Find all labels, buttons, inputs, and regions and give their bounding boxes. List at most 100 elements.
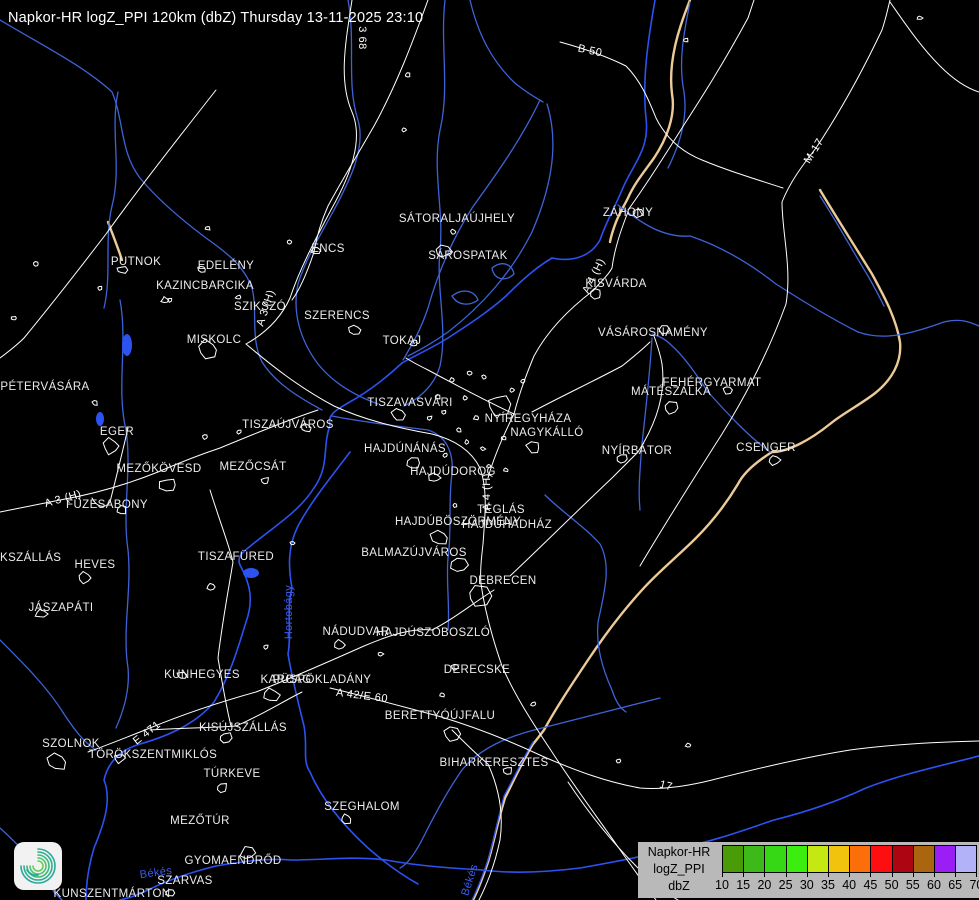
town-outline (590, 288, 601, 300)
town-outline (472, 415, 480, 421)
legend-tick-mark (828, 872, 829, 877)
town-outline (452, 502, 458, 508)
legend-tick-label: 60 (927, 878, 941, 892)
legend-tick-mark (955, 872, 957, 877)
town-outline (239, 845, 257, 859)
town-outline (300, 422, 312, 433)
town-outline (529, 701, 537, 707)
town-outline (197, 265, 206, 273)
town-outline (481, 374, 487, 380)
town-outline (442, 452, 448, 458)
town-outline (263, 687, 281, 702)
town-outline (450, 663, 460, 672)
town-outline (32, 261, 39, 267)
legend-unit: dbZ (668, 879, 690, 893)
legend-color-cell (744, 846, 766, 872)
town-outline (429, 529, 448, 545)
town-outline (219, 732, 233, 744)
town-outline (158, 478, 176, 492)
legend-tick-label: 25 (778, 878, 793, 892)
town-outline (204, 226, 211, 231)
town-outline (341, 813, 352, 825)
legend-color-cell (850, 846, 872, 872)
town-outline (201, 434, 208, 441)
legend-color-cell (723, 846, 745, 872)
town-outline (166, 297, 173, 303)
town-outline (509, 387, 516, 393)
town-outline (479, 446, 487, 452)
town-outline (234, 294, 242, 300)
town-outline (502, 767, 512, 775)
town-outline (426, 415, 433, 421)
town-outline (236, 429, 242, 435)
town-outline (406, 457, 421, 469)
town-outline (450, 228, 457, 235)
town-outline (263, 644, 269, 650)
town-outline (768, 455, 782, 467)
town-outline (683, 37, 689, 43)
legend-tick-mark (743, 872, 745, 877)
town-outline (390, 408, 406, 421)
town-outline (916, 15, 924, 20)
legend-tick-mark (722, 872, 723, 877)
legend-tick-label: 65 (948, 878, 963, 892)
dbz-color-strip (722, 845, 978, 873)
town-outline (428, 472, 442, 482)
town-outline (401, 127, 408, 133)
town-outline (632, 208, 645, 219)
legend-product-name: logZ_PPI (653, 862, 705, 876)
town-outline (160, 295, 170, 304)
town-outline (464, 438, 470, 445)
town-outline (488, 395, 512, 417)
town-outline (439, 692, 445, 698)
town-outline (116, 504, 127, 515)
color-scale-legend: Napkor-HR logZ_PPI dbZ 10 15 20 25 30 35 40 45 5… (638, 842, 979, 898)
town-outline (462, 395, 469, 401)
town-outline (10, 315, 17, 321)
town-outline (525, 441, 540, 454)
legend-caption: Napkor-HR logZ_PPI dbZ (638, 844, 720, 895)
town-outline (34, 608, 49, 618)
town-outline (348, 324, 362, 335)
radar-product-title: Napkor-HR logZ_PPI 120km (dbZ) Thursday … (8, 10, 424, 26)
legend-tick-mark (891, 872, 893, 877)
legend-tick-label: 15 (736, 878, 751, 892)
legend-tick-label: 45 (863, 878, 878, 892)
weather-service-spiral-logo-icon (14, 842, 62, 890)
town-outline (286, 239, 293, 245)
town-outline (176, 671, 188, 679)
town-outline (722, 386, 734, 395)
town-outline (198, 338, 217, 360)
town-outline (260, 476, 269, 485)
town-outline (466, 370, 473, 376)
country-border-lines (106, 0, 902, 900)
town-outline (520, 378, 526, 384)
legend-tick-label: 30 (799, 878, 814, 892)
legend-tick-label: 40 (842, 878, 857, 892)
legend-tick-mark (764, 872, 766, 877)
town-outline (310, 246, 321, 255)
legend-color-cell (786, 846, 808, 872)
legend-color-cell (934, 846, 957, 872)
legend-tick-label: 35 (821, 878, 835, 892)
legend-tick-mark (849, 872, 851, 877)
town-outline (443, 726, 462, 742)
town-outline (684, 742, 692, 748)
legend-tick-mark (806, 872, 808, 877)
legend-color-cell (913, 846, 935, 872)
town-outline (485, 463, 492, 468)
town-outline (377, 651, 385, 657)
town-outline (46, 752, 67, 770)
town-outline (91, 399, 98, 406)
town-outline (334, 638, 346, 650)
town-outline (216, 783, 227, 794)
legend-tick-label: 20 (757, 878, 772, 892)
legend-color-cell (892, 846, 914, 872)
town-outline (441, 409, 447, 415)
legend-color-cell (807, 846, 829, 872)
legend-color-cell (956, 846, 977, 872)
town-outline (113, 754, 127, 765)
